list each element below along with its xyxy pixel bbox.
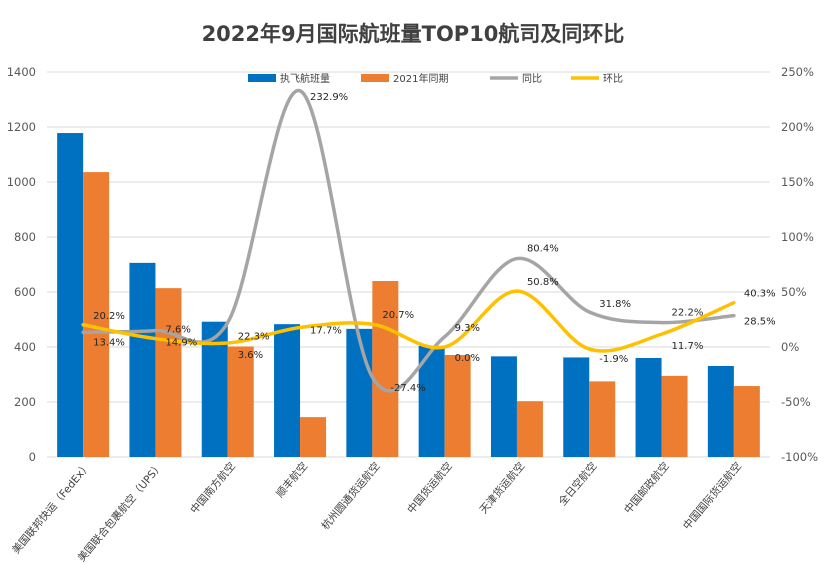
yoy-data-label: 22.2% — [672, 308, 704, 319]
bar-last-year — [300, 417, 327, 457]
category-label: 中国国际货运航空 — [680, 460, 744, 533]
mom-data-label: 11.7% — [672, 341, 704, 352]
bar-flights — [707, 365, 734, 457]
legend-label: 同比 — [522, 73, 542, 85]
left-tick-label: 1000 — [7, 175, 36, 189]
mom-data-label: 0.0% — [455, 353, 480, 364]
bar-last-year — [83, 172, 110, 457]
right-tick-label: 250% — [781, 65, 814, 79]
right-tick-label: 100% — [781, 230, 814, 244]
legend-label: 环比 — [603, 73, 623, 85]
bar-last-year — [589, 381, 616, 457]
legend: 执飞航班量 2021年同期 同比 环比 — [248, 72, 623, 85]
right-tick-label: 50% — [781, 285, 807, 299]
left-tick-label: 1400 — [7, 65, 36, 79]
bar-last-year — [444, 354, 471, 457]
mom-data-label: 7.6% — [165, 325, 190, 336]
yoy-data-label: 28.5% — [744, 317, 776, 328]
mom-data-label: -1.9% — [599, 354, 628, 365]
category-label: 全日空航空 — [556, 460, 600, 509]
bar-flights — [129, 262, 156, 457]
right-tick-label: 0% — [781, 340, 799, 354]
legend-label: 2021年同期 — [393, 72, 448, 85]
category-label: 中国南方航空 — [188, 460, 238, 517]
mom-data-label: 40.3% — [744, 289, 776, 300]
mom-data-label: 20.2% — [93, 311, 125, 322]
left-tick-label: 0 — [29, 450, 36, 464]
mom-data-label: 3.6% — [238, 350, 263, 361]
bar-flights — [490, 356, 517, 457]
right-tick-label: 200% — [781, 120, 814, 134]
bar-last-year — [227, 346, 254, 457]
category-label: 美国联合包裹航空（UPS） — [75, 460, 166, 564]
yoy-data-label: 9.3% — [455, 323, 480, 334]
legend-swatch — [248, 74, 276, 82]
left-tick-label: 400 — [14, 340, 36, 354]
right-tick-label: 150% — [781, 175, 814, 189]
bar-last-year — [155, 288, 182, 457]
bar-last-year — [733, 386, 760, 457]
bars — [57, 133, 760, 458]
left-tick-label: 1200 — [7, 120, 36, 134]
right-axis: -100% -50% 0% 50% 100% 150% 200% 250% — [781, 65, 818, 464]
bar-flights — [563, 357, 590, 457]
mom-data-label: 17.7% — [310, 326, 342, 337]
category-label: 中国邮政航空 — [621, 460, 671, 517]
category-label: 天津货运航空 — [477, 460, 527, 517]
bar-flights — [346, 328, 373, 457]
bar-last-year — [372, 281, 399, 457]
category-label: 杭州圆通货运航空 — [319, 460, 383, 533]
chart-title: 2022年9月国际航班量TOP10航司及同环比 — [202, 22, 625, 46]
mom-data-label: 50.8% — [527, 277, 559, 288]
left-tick-label: 200 — [14, 395, 36, 409]
yoy-data-label: 14.9% — [165, 338, 197, 349]
category-label: 中国货运航空 — [404, 460, 454, 517]
yoy-data-label: 22.3% — [238, 331, 270, 342]
category-labels: 美国联邦快运（FedEx）美国联合包裹航空（UPS） 中国南方航空 顺丰航空 杭州圆通… — [9, 460, 744, 564]
mom-data-label: 20.7% — [382, 310, 414, 321]
legend-swatch — [361, 74, 389, 82]
yoy-data-label: 80.4% — [527, 244, 559, 255]
legend-label: 执飞航班量 — [280, 72, 330, 85]
yoy-data-label: -27.4% — [390, 383, 425, 394]
yoy-line — [81, 89, 736, 393]
yoy-data-label: 31.8% — [599, 299, 631, 310]
bar-last-year — [516, 401, 543, 457]
bar-flights — [57, 133, 84, 458]
category-label: 顺丰航空 — [273, 460, 310, 501]
bar-last-year — [661, 375, 688, 457]
bar-flights — [635, 358, 662, 457]
left-tick-label: 800 — [14, 230, 36, 244]
bar-flights — [274, 324, 301, 457]
left-axis: 0 200 400 600 800 1000 1200 1400 — [7, 65, 36, 464]
right-tick-label: -100% — [781, 450, 818, 464]
data-labels: 13.4% 14.9% 22.3% 232.9% -27.4% 9.3% 80.4% 31.8… — [93, 92, 775, 394]
left-tick-label: 600 — [14, 285, 36, 299]
yoy-data-label: 13.4% — [93, 337, 125, 348]
yoy-data-label: 232.9% — [310, 92, 348, 103]
category-label: 美国联邦快运（FedEx） — [9, 460, 93, 557]
mom-line — [81, 289, 736, 353]
right-tick-label: -50% — [781, 395, 811, 409]
lines — [81, 89, 736, 393]
